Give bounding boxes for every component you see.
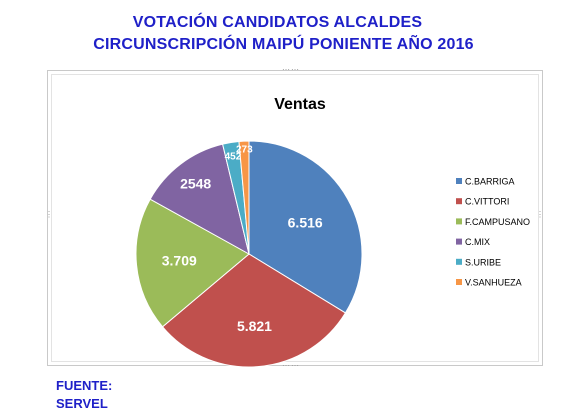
chart-heading-line1: VOTACIÓN CANDIDATOS ALCALDES — [132, 14, 423, 31]
data-label: 6.516 — [288, 214, 323, 230]
legend-swatch — [456, 279, 462, 285]
resize-handle-right[interactable]: ⋮ — [536, 210, 545, 219]
legend-label: F.CAMPUSANO — [465, 217, 530, 227]
pie-slice-f-campusano — [135, 198, 250, 328]
pie-slice-v-sanhueza — [238, 140, 250, 255]
legend-label: C.MIX — [465, 237, 490, 247]
pie-slice-c-vittori — [161, 253, 347, 368]
resize-handle-bottom[interactable]: ⋯⋯ — [282, 361, 300, 370]
data-label: 452 — [225, 151, 242, 162]
source-value: SERVEL — [56, 396, 108, 411]
legend-label: S.URIBE — [465, 257, 501, 267]
legend-label: C.VITTORI — [465, 197, 509, 207]
resize-handle-left[interactable]: ⋮ — [45, 210, 54, 219]
legend-label: C.BARRIGA — [465, 177, 515, 187]
pie-slice-c-mix — [149, 143, 250, 255]
data-label: 2548 — [180, 176, 211, 192]
pie-slice-c-barriga — [248, 140, 363, 314]
resize-handle-top[interactable]: ⋯⋯ — [282, 65, 300, 74]
source-label: FUENTE: — [56, 378, 113, 393]
chart-heading-line2: CIRCUNSCRIPCIÓN MAIPÚ PONIENTE AÑO 2016 — [93, 36, 474, 53]
legend-swatch — [456, 198, 462, 205]
chart-title: Ventas — [274, 96, 326, 113]
legend-swatch — [456, 218, 462, 225]
legend-swatch — [456, 178, 462, 184]
legend-swatch — [456, 258, 462, 265]
data-label: 5.821 — [237, 318, 272, 334]
legend-label: V.SANHUEZA — [465, 278, 522, 288]
legend-swatch — [456, 238, 462, 245]
data-label: 3.709 — [162, 253, 197, 269]
data-label: 273 — [236, 145, 253, 156]
